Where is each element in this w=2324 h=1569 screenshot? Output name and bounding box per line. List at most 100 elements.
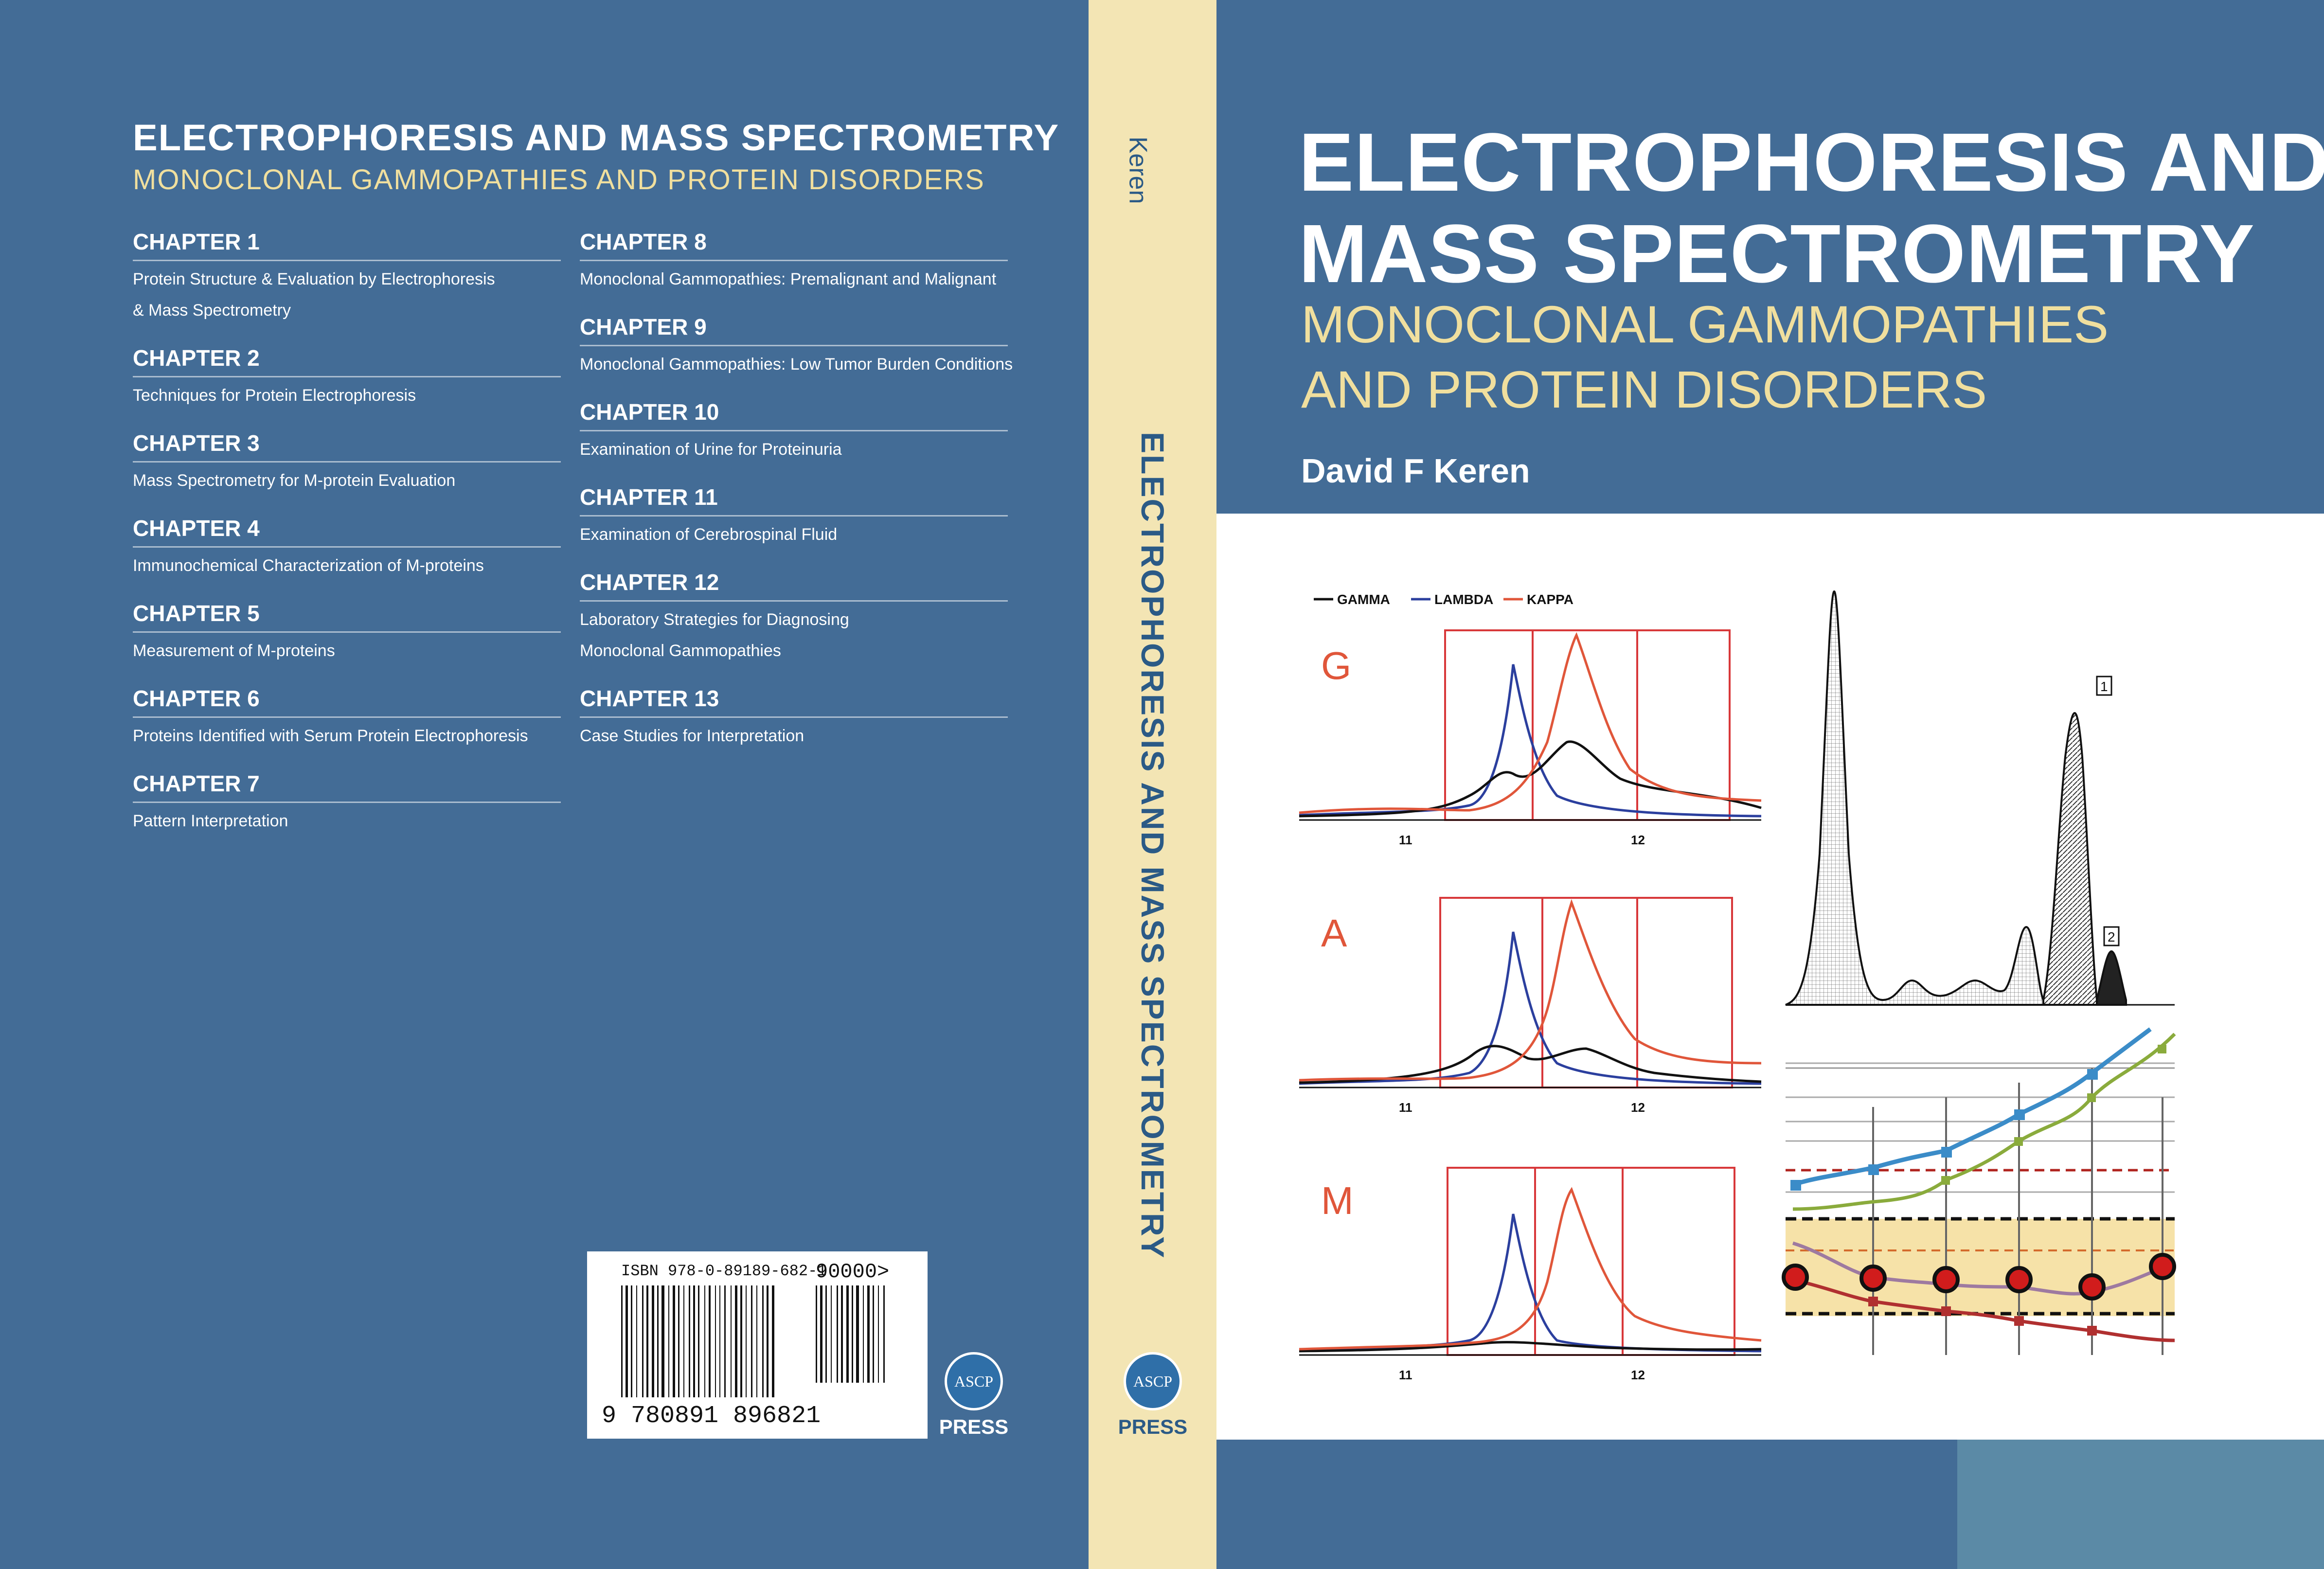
barcode-bar xyxy=(683,1285,684,1397)
chapter-entry: CHAPTER 10 Examination of Urine for Prot… xyxy=(580,399,1008,465)
peak-label-2: 2 xyxy=(2108,929,2115,945)
barcode-addon-bar xyxy=(856,1285,859,1383)
front-corner-block xyxy=(1957,1440,2324,1569)
figure-legend: GAMMA LAMBDA KAPPA xyxy=(1314,592,1573,607)
panel-label-m: M xyxy=(1321,1179,1354,1222)
barcode-addon-bar xyxy=(873,1285,874,1383)
chapter-list-left: CHAPTER 1 Protein Structure & Evaluation… xyxy=(133,229,561,856)
front-author: David F Keren xyxy=(1301,452,1530,490)
barcode-bar xyxy=(756,1285,757,1397)
barcode-addon-bar xyxy=(825,1285,827,1383)
barcode-addon-bar xyxy=(883,1285,885,1383)
chapter-description: Examination of Urine for Proteinuria xyxy=(580,440,842,459)
barcode-bar xyxy=(767,1285,769,1397)
barcode-bar xyxy=(709,1285,711,1397)
chapter-entry: CHAPTER 8 Monoclonal Gammopathies: Prema… xyxy=(580,229,1008,295)
chapter-description: Pattern Interpretation xyxy=(133,812,288,830)
chapter-list-right: CHAPTER 8 Monoclonal Gammopathies: Prema… xyxy=(580,229,1013,770)
front-subtitle-line: AND PROTEIN DISORDERS xyxy=(1301,360,1987,419)
barcode-bar xyxy=(636,1285,637,1397)
barcode-bars xyxy=(621,1285,885,1397)
chapter-description: Measurement of M-proteins xyxy=(133,642,335,660)
chapter-description: Techniques for Protein Electrophoresis xyxy=(133,386,416,405)
isbn-text: ISBN 978-0-89189-682-1 xyxy=(621,1262,827,1280)
panel-label-g: G xyxy=(1321,644,1351,687)
barcode-bar xyxy=(631,1285,632,1397)
barcode-addon: 90000> xyxy=(816,1260,890,1284)
barcode-bar xyxy=(642,1285,644,1397)
x-tick-11: 11 xyxy=(1399,1100,1412,1115)
barcode-bar xyxy=(746,1285,747,1397)
chapter-entry: CHAPTER 7 Pattern Interpretation xyxy=(133,770,561,837)
chapter-heading: CHAPTER 2 xyxy=(133,345,561,377)
ascp-press-logo: ASCP PRESS xyxy=(930,1352,1018,1449)
barcode-bar xyxy=(762,1285,764,1397)
chapter-heading: CHAPTER 8 xyxy=(580,229,1008,261)
chapter-heading: CHAPTER 10 xyxy=(580,399,1008,431)
barcode-bar xyxy=(715,1285,716,1397)
chapter-heading: CHAPTER 11 xyxy=(580,484,1008,517)
legend-lambda: LAMBDA xyxy=(1434,592,1493,607)
chapter-entry: CHAPTER 1 Protein Structure & Evaluation… xyxy=(133,229,561,326)
barcode-bar xyxy=(772,1285,774,1397)
chapter-heading: CHAPTER 12 xyxy=(580,569,1008,602)
chapter-heading: CHAPTER 3 xyxy=(133,430,561,463)
barcode-addon-bar xyxy=(837,1285,838,1383)
barcode-bar xyxy=(657,1285,659,1397)
chapter-description: Laboratory Strategies for Diagnosing xyxy=(580,610,849,629)
barcode-bar xyxy=(735,1285,737,1397)
peak-label-1: 1 xyxy=(2100,679,2108,694)
barcode-bar xyxy=(751,1285,752,1397)
chapter-entry: CHAPTER 3 Mass Spectrometry for M-protei… xyxy=(133,430,561,497)
chapter-heading: CHAPTER 7 xyxy=(133,770,561,803)
chapter-description: Case Studies for Interpretation xyxy=(580,727,804,745)
chapter-entry: CHAPTER 5 Measurement of M-proteins xyxy=(133,600,561,667)
isbn-barcode: ISBN 978-0-89189-682-1 90000> 9 780891 8… xyxy=(587,1251,928,1439)
panel-a: A 11 12 xyxy=(1299,897,1762,1115)
chapter-entry: CHAPTER 4 Immunochemical Characterizatio… xyxy=(133,515,561,582)
chapter-entry: CHAPTER 12 Laboratory Strategies for Dia… xyxy=(580,569,1008,667)
x-tick-12: 12 xyxy=(1631,1368,1645,1382)
barcode-bar xyxy=(668,1285,669,1397)
barcode-addon-bar xyxy=(831,1285,832,1383)
barcode-addon-bar xyxy=(863,1285,864,1383)
barcode-bar xyxy=(698,1285,699,1397)
barcode-addon-bar xyxy=(841,1285,843,1383)
x-tick-11: 11 xyxy=(1399,833,1412,847)
isbn-number: 9 780891 896821 xyxy=(602,1402,821,1430)
barcode-bar xyxy=(626,1285,628,1397)
chapter-heading: CHAPTER 1 xyxy=(133,229,561,261)
x-tick-12: 12 xyxy=(1631,1100,1645,1115)
ascp-logo-icon: ASCP xyxy=(1124,1352,1182,1410)
chapter-entry: CHAPTER 2 Techniques for Protein Electro… xyxy=(133,345,561,411)
chapter-description: Protein Structure & Evaluation by Electr… xyxy=(133,270,495,288)
barcode-bar xyxy=(661,1285,664,1397)
legend-gamma: GAMMA xyxy=(1337,592,1390,607)
spine-author-text: Keren xyxy=(1124,136,1152,204)
barcode-addon-bar xyxy=(867,1285,870,1383)
ascp-logo-icon: ASCP xyxy=(945,1352,1003,1410)
cover-figure: GAMMA LAMBDA KAPPA G 11 12 A 11 12 M xyxy=(1299,590,2176,1382)
barcode-addon-bar xyxy=(878,1285,879,1383)
front-title: ELECTROPHORESIS AND MASS SPECTROMETRY xyxy=(1299,117,2324,300)
chapter-entry: CHAPTER 11 Examination of Cerebrospinal … xyxy=(580,484,1008,551)
chapter-description: & Mass Spectrometry xyxy=(133,301,291,320)
spine-title-text: ELECTROPHORESIS AND MASS SPECTROMETRY xyxy=(1135,432,1171,1260)
barcode-bar xyxy=(646,1285,648,1397)
barcode-addon-bar xyxy=(846,1285,849,1383)
chapter-heading: CHAPTER 9 xyxy=(580,314,1008,346)
chapter-entry: CHAPTER 9 Monoclonal Gammopathies: Low T… xyxy=(580,314,1013,380)
back-subtitle: MONOCLONAL GAMMOPATHIES AND PROTEIN DISO… xyxy=(133,164,985,196)
panel-m: M 11 12 xyxy=(1299,1167,1762,1382)
chapter-heading: CHAPTER 13 xyxy=(580,685,1008,718)
publisher-name: PRESS xyxy=(939,1415,1009,1438)
barcode-bar xyxy=(704,1285,705,1397)
chapter-description: Monoclonal Gammopathies: Low Tumor Burde… xyxy=(580,355,1013,374)
x-tick-12: 12 xyxy=(1631,833,1645,847)
front-subtitle: MONOCLONAL GAMMOPATHIES AND PROTEIN DISO… xyxy=(1301,292,2109,422)
barcode-bar xyxy=(689,1285,690,1397)
panel-label-a: A xyxy=(1321,911,1347,955)
spine-title: ELECTROPHORESIS AND MASS SPECTROMETRY xyxy=(1135,423,1171,1259)
chapter-description: Monoclonal Gammopathies xyxy=(580,642,781,660)
barcode-addon-bar xyxy=(816,1285,817,1383)
